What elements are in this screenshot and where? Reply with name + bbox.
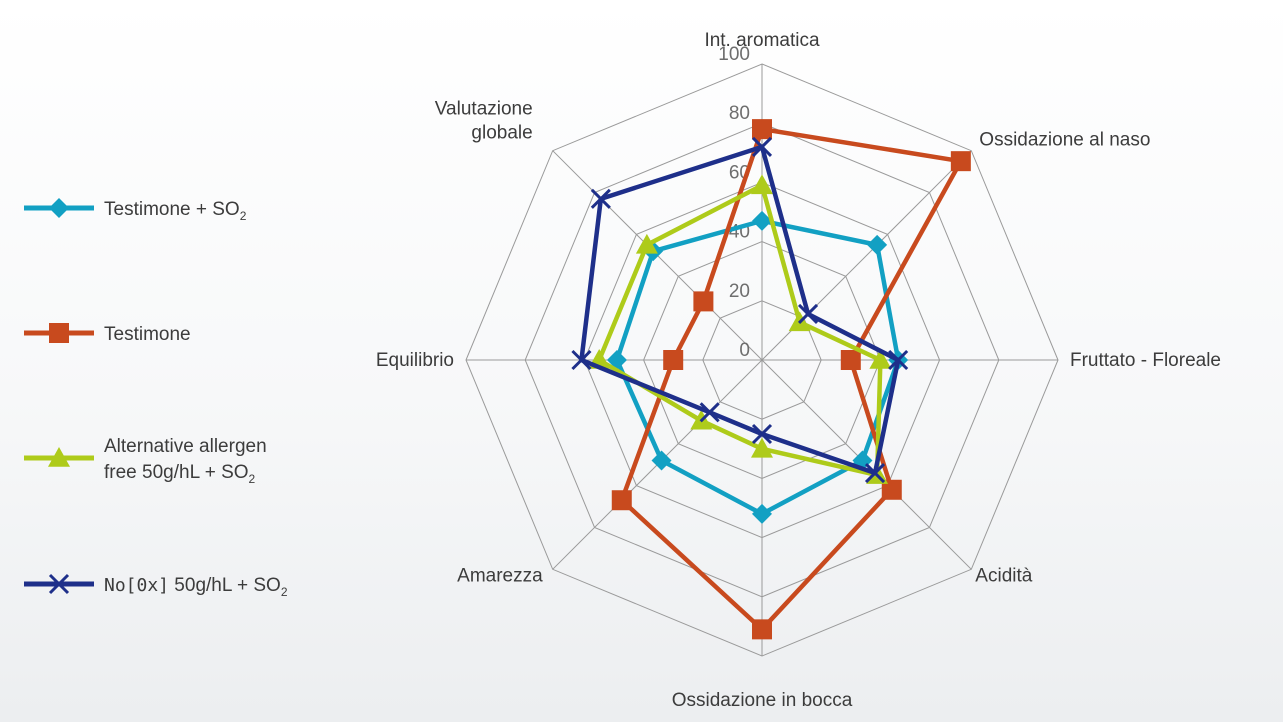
legend-marker — [48, 447, 70, 467]
data-point-testimone — [752, 119, 772, 140]
data-point-testimone — [693, 291, 714, 312]
series-line-testimone — [619, 126, 964, 632]
data-point-noox — [797, 303, 819, 325]
legend-item-testimone_so2: Testimone + SO2 — [24, 198, 247, 223]
data-point-testimone_so2 — [752, 210, 772, 231]
legend-label: Testimone + SO2 — [104, 199, 247, 223]
data-point-testimone — [950, 151, 971, 172]
tick-label: 0 — [739, 340, 750, 361]
data-point-alternative — [635, 233, 658, 254]
tick-label: 100 — [718, 44, 750, 65]
data-point-testimone_so2 — [752, 503, 772, 524]
data-point-noox — [864, 462, 886, 484]
data-point-testimone — [840, 350, 861, 370]
axis-label: Acidità — [975, 565, 1032, 586]
legend-item-testimone: Testimone — [24, 323, 191, 345]
data-point-noox — [751, 423, 773, 445]
data-point-alternative — [869, 349, 892, 369]
tick-label: 20 — [729, 281, 750, 302]
axis-label: Ossidazione al naso — [979, 130, 1150, 151]
legend-label: Testimone — [104, 324, 191, 345]
legend-item-noox: No[0x] 50g/hL + SO2 — [24, 573, 288, 599]
axis-label: Amarezza — [457, 565, 543, 586]
axis-label: Int. aromatica — [704, 30, 820, 51]
series-testimone — [611, 119, 971, 640]
legend-label: free 50g/hL + SO2 — [104, 462, 256, 486]
data-point-testimone — [881, 479, 902, 500]
data-point-noox — [699, 402, 720, 423]
data-point-alternative — [751, 174, 773, 195]
legend-marker — [49, 323, 69, 343]
data-point-noox — [590, 188, 611, 209]
data-point-alternative — [751, 437, 773, 458]
data-point-noox — [888, 349, 909, 371]
data-point-testimone — [663, 350, 684, 370]
legend: Testimone + SO2 Testimone Alternative alle… — [24, 198, 288, 599]
data-point-testimone — [611, 490, 632, 511]
axis-label: Ossidazione in bocca — [672, 690, 853, 711]
data-point-testimone — [752, 619, 772, 640]
legend-label: Alternative allergen — [104, 436, 267, 457]
data-point-noox — [571, 349, 592, 371]
legend-marker — [49, 198, 69, 218]
legend-marker — [48, 573, 70, 595]
legend-item-alternative: Alternative allergen free 50g/hL + SO2 — [24, 436, 267, 486]
data-point-testimone_so2 — [867, 234, 888, 255]
legend-label: No[0x] 50g/hL + SO2 — [104, 575, 288, 599]
series-layer — [571, 119, 971, 640]
axis-label: Equilibrio — [376, 350, 454, 371]
axis-label: Fruttato - Floreale — [1070, 350, 1221, 371]
axis-label: Valutazione globale — [435, 99, 533, 144]
series-noox — [571, 136, 909, 484]
axis-labels: Int. aromatica Ossidazione al naso Fruttat… — [376, 30, 1221, 711]
tick-label: 80 — [729, 103, 750, 124]
data-point-noox — [751, 136, 773, 157]
data-point-testimone_so2 — [651, 450, 672, 471]
